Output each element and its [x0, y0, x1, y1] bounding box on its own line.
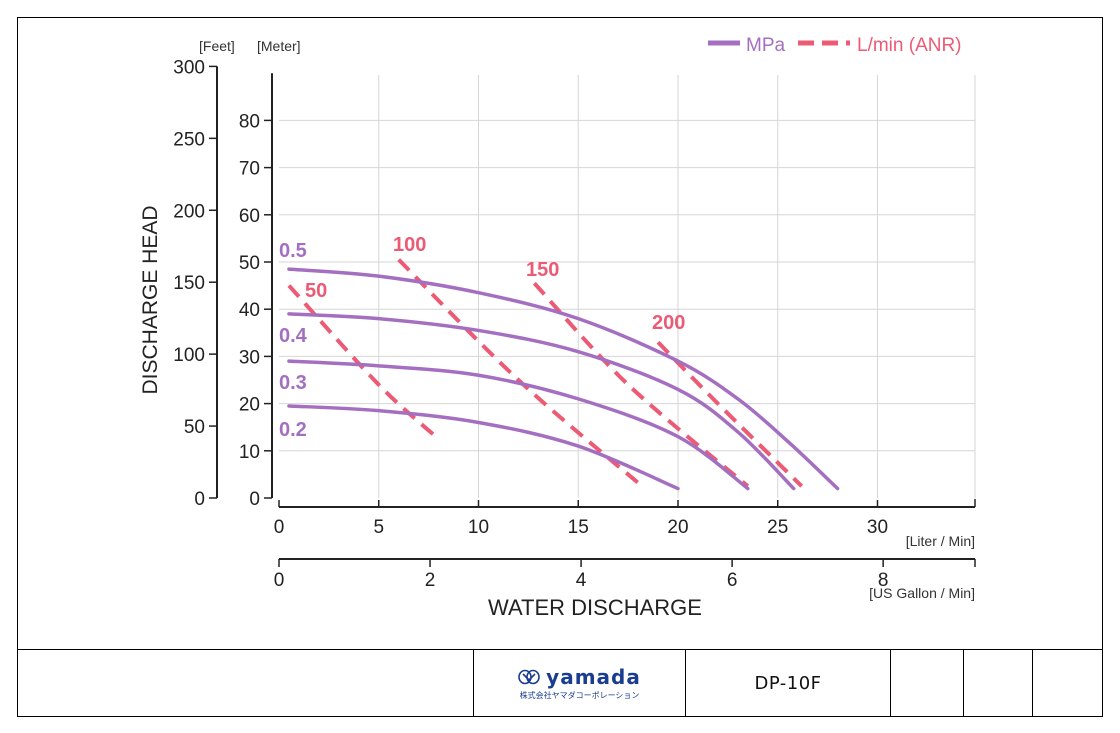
- meter-tick-label-50: 50: [239, 253, 260, 274]
- legend: MPa L/min (ANR): [708, 35, 962, 56]
- liter-tick-label-0: 0: [274, 517, 285, 538]
- air-label-100: 100: [393, 234, 426, 256]
- feet-tick-label-300: 300: [173, 57, 205, 78]
- air-line-100: [397, 258, 644, 488]
- blank-cell-2: [963, 649, 1032, 717]
- liter-tick-label-25: 25: [767, 517, 788, 538]
- feet-tick-label-100: 100: [173, 345, 205, 366]
- meter-tick-label-40: 40: [239, 300, 260, 321]
- gallon-tick-label-2: 2: [425, 570, 436, 591]
- y-axis-label: DISCHARGE HEAD: [139, 205, 162, 394]
- liter-tick-label-5: 5: [373, 517, 384, 538]
- liter-tick-label-10: 10: [468, 517, 489, 538]
- feet-tick-label-0: 0: [194, 489, 205, 510]
- x-unit-liter: [Liter / Min]: [906, 533, 975, 549]
- air-label-50: 50: [305, 280, 327, 302]
- meter-tick-label-80: 80: [239, 111, 260, 132]
- air-line-200: [656, 340, 804, 488]
- feet-tick-label-150: 150: [173, 273, 205, 294]
- model-number: DP-10F: [754, 672, 822, 694]
- meter-tick-label-70: 70: [239, 159, 260, 180]
- air-line-150: [532, 281, 750, 488]
- air-line-50: [287, 284, 440, 441]
- meter-tick-label-0: 0: [249, 489, 260, 510]
- pressure-label-0.5: 0.5: [279, 240, 307, 262]
- pressure-curve-0.4: [287, 312, 796, 491]
- gallon-tick-label-8: 8: [878, 570, 889, 591]
- air-labels: 50 100 150 200: [305, 234, 685, 334]
- x-unit-gallon: [US Gallon / Min]: [869, 585, 975, 601]
- feet-tick-label-200: 200: [173, 201, 205, 222]
- liter-tick-label-30: 30: [867, 517, 888, 538]
- feet-tick-label-250: 250: [173, 129, 205, 150]
- yamada-mark-icon: [518, 669, 540, 685]
- y-unit-meter: [Meter]: [257, 38, 301, 54]
- grid: [279, 75, 976, 498]
- brand-subtitle: 株式会社ヤマダコーポレーション: [519, 691, 640, 700]
- feet-tick-label-50: 50: [184, 417, 205, 438]
- meter-tick-label-10: 10: [239, 442, 260, 463]
- title-block-top-rule: [17, 649, 1103, 650]
- drawing-frame: [17, 17, 1103, 717]
- meter-tick-label-20: 20: [239, 395, 260, 416]
- y-unit-feet: [Feet]: [199, 38, 235, 54]
- pressure-label-0.3: 0.3: [279, 372, 307, 394]
- meter-tick-label-60: 60: [239, 206, 260, 227]
- gallon-tick-label-4: 4: [576, 570, 587, 591]
- liter-tick-label-15: 15: [568, 517, 589, 538]
- meter-tick-label-30: 30: [239, 347, 260, 368]
- blank-cell-1: [890, 649, 963, 717]
- title-block: yamada 株式会社ヤマダコーポレーション DP-10F: [17, 649, 1103, 717]
- legend-lmin-label: L/min (ANR): [857, 35, 962, 56]
- pressure-curve-0.5: [287, 267, 840, 491]
- air-label-200: 200: [652, 312, 685, 334]
- logo-cell: yamada 株式会社ヤマダコーポレーション: [473, 649, 685, 717]
- pressure-curve-0.2: [287, 404, 680, 491]
- brand-name: yamada: [546, 665, 641, 689]
- yamada-logo: yamada 株式会社ヤマダコーポレーション: [518, 665, 641, 701]
- gallon-tick-label-0: 0: [274, 570, 285, 591]
- legend-mpa-label: MPa: [746, 35, 786, 56]
- pressure-label-0.4: 0.4: [279, 325, 308, 347]
- pressure-label-0.2: 0.2: [279, 419, 307, 441]
- pressure-labels: 0.5 0.4 0.3 0.2: [279, 240, 308, 441]
- series-layer: [287, 258, 840, 491]
- air-label-150: 150: [526, 259, 559, 281]
- gallon-tick-label-6: 6: [727, 570, 738, 591]
- blank-cell-3: [1032, 649, 1103, 717]
- x-axis-label: WATER DISCHARGE: [488, 595, 702, 620]
- pressure-curve-0.3: [287, 359, 750, 491]
- model-cell: DP-10F: [685, 649, 890, 717]
- liter-tick-label-20: 20: [667, 517, 688, 538]
